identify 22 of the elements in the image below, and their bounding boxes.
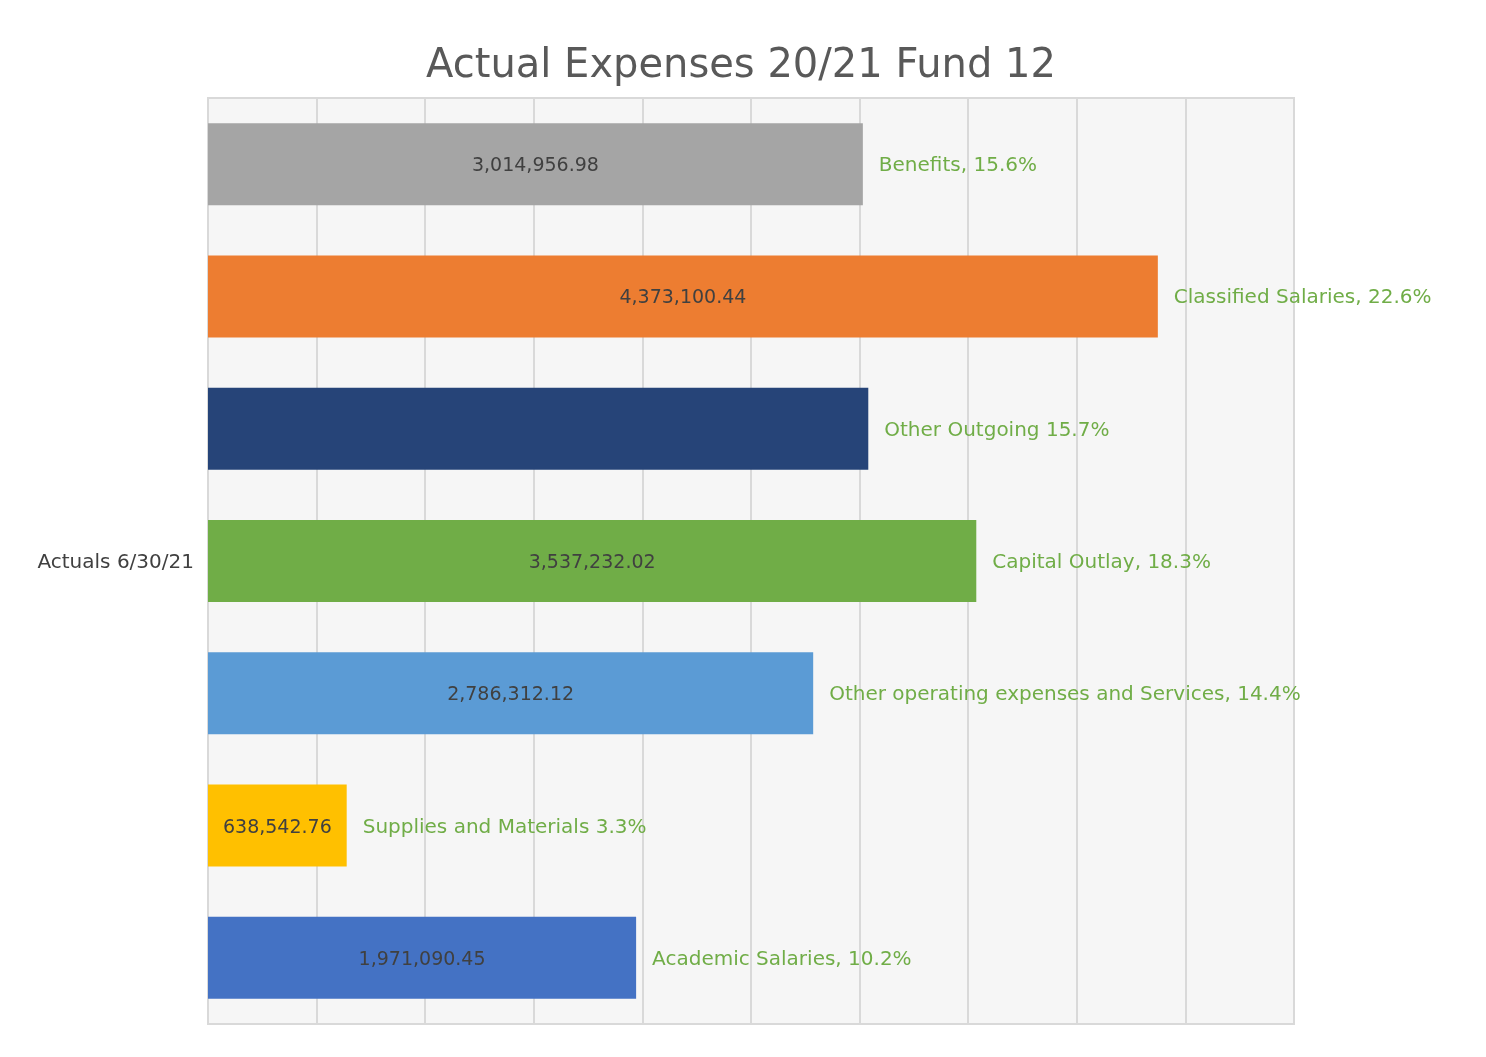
bar [208, 784, 347, 867]
y-axis-title: Actuals 6/30/21 [37, 549, 194, 573]
annotation: Supplies and Materials 3.3% [362, 813, 647, 838]
bar [208, 255, 1158, 338]
bar [208, 916, 637, 999]
bar [208, 123, 863, 206]
bar [208, 387, 869, 470]
data-label: 638,542.76 [222, 814, 332, 837]
data-label: 2,786,312.12 [447, 682, 575, 705]
data-label: 4,373,100.44 [619, 285, 747, 308]
annotation: Capital Outlay, 18.3% [992, 549, 1211, 573]
bar [208, 519, 977, 603]
annotation: Classified Salaries, 22.6% [1173, 284, 1432, 309]
data-label: 3,537,232.02 [528, 550, 656, 572]
annotation: Other operating expenses and Services, 14.4% [829, 681, 1301, 706]
bar [208, 652, 814, 735]
chart-title: Actual Expenses 20/21 Fund 12 [426, 40, 1056, 86]
annotation: Academic Salaries, 10.2% [652, 945, 912, 970]
annotation: Benefits, 15.6% [878, 152, 1037, 177]
annotation: Other Outgoing 15.7% [884, 416, 1110, 441]
data-label: 3,014,956.98 [471, 153, 599, 176]
data-label: 1,971,090.45 [358, 946, 486, 969]
